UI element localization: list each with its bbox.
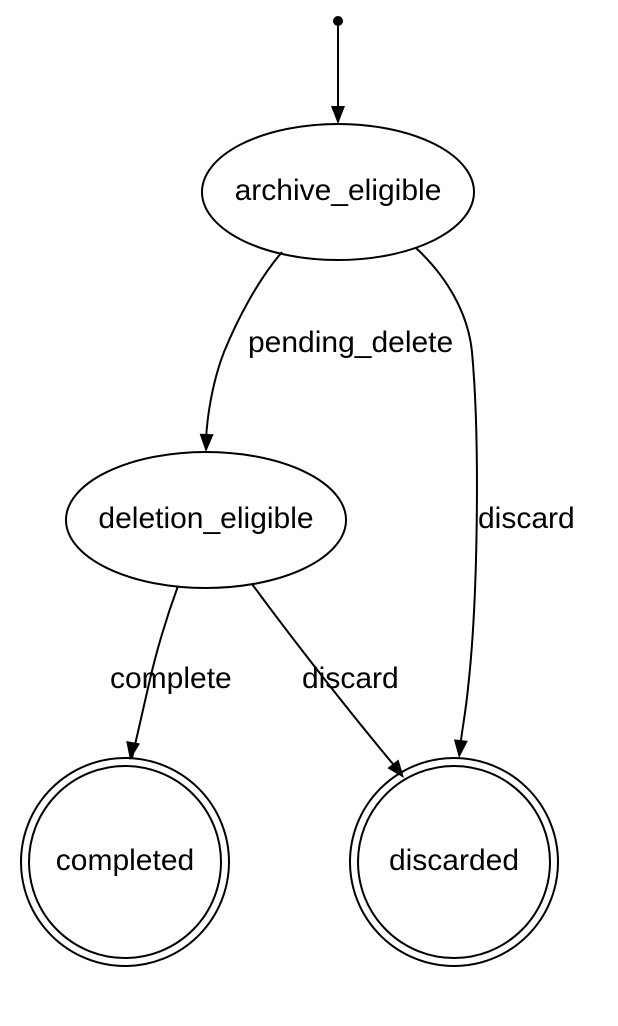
label-complete: complete (110, 662, 232, 695)
state-diagram: archive_eligible deletion_eligible compl… (0, 0, 618, 1026)
edge-discard-archive (416, 248, 477, 748)
label-pending-delete: pending_delete (248, 326, 453, 359)
label-discarded: discarded (389, 844, 519, 877)
label-completed: completed (56, 844, 194, 877)
label-discard-archive: discard (478, 502, 575, 535)
label-archive-eligible: archive_eligible (235, 174, 442, 207)
arrow-start (331, 106, 345, 124)
start-node (333, 16, 343, 26)
arrow-discard-archive (454, 739, 468, 758)
arrow-pending-delete (200, 434, 214, 452)
label-deletion-eligible: deletion_eligible (98, 502, 313, 535)
label-discard-deletion: discard (302, 662, 399, 695)
